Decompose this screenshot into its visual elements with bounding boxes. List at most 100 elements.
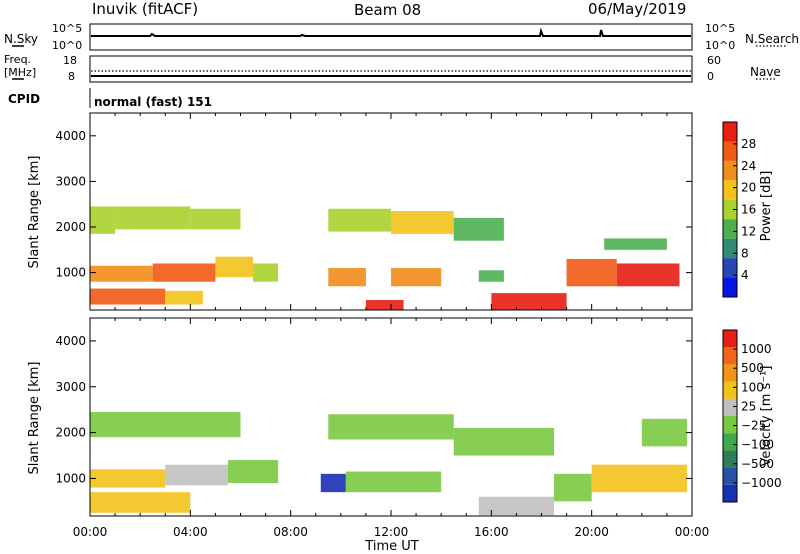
velocity-echo-region — [90, 411, 241, 438]
power-echo-region — [391, 268, 442, 287]
x-tick-label: 00:00 — [675, 525, 710, 539]
velocity-colorbar-segment — [723, 330, 737, 348]
power-ytick-label: 2000 — [55, 220, 86, 234]
x-axis-label: Time UT — [364, 539, 418, 554]
velocity-echo-region — [90, 469, 166, 488]
x-tick-label: 16:00 — [474, 525, 509, 539]
velocity-ytick-label: 2000 — [55, 426, 86, 440]
power-echo-region — [328, 268, 366, 287]
power-echo-region — [115, 206, 191, 230]
nsearch-tick-bottom: 10^0 — [705, 39, 736, 52]
velocity-ytick-label: 4000 — [55, 334, 86, 348]
nave-tick-top: 60 — [707, 54, 721, 67]
velocity-ytick-label: 1000 — [55, 471, 86, 485]
nsky-tick-top: 10^5 — [52, 22, 83, 35]
velocity-colorbar-segment — [723, 416, 737, 434]
date-title: 06/May/2019 — [588, 0, 687, 18]
cpid-label: CPID — [8, 92, 41, 106]
velocity-echo-region — [641, 418, 687, 447]
nsky-trace — [91, 27, 691, 37]
x-tick-label: 00:00 — [73, 525, 108, 539]
nsearch-tick-top: 10^5 — [705, 22, 736, 35]
velocity-echo-region — [165, 464, 228, 486]
x-tick-label: 20:00 — [574, 525, 609, 539]
power-echo-region — [616, 263, 680, 287]
power-colorbar-segment — [723, 122, 737, 142]
nave-label: Nave — [750, 65, 781, 79]
power-colorbar-segment — [723, 219, 737, 239]
velocity-ytick-label: 3000 — [55, 380, 86, 394]
velocity-echo-region — [227, 460, 279, 483]
velocity-colorbar-segment — [723, 364, 737, 382]
power-echo-region — [90, 288, 166, 305]
velocity-colorbar-label: Velocity [m s⁻¹] — [759, 366, 774, 467]
power-ytick-label: 1000 — [55, 266, 86, 280]
velocity-ylabel: Slant Range [km] — [27, 362, 42, 475]
velocity-colorbar-tick-label: −1000 — [741, 476, 782, 490]
power-colorbar-tick-label: 16 — [741, 203, 756, 217]
velocity-colorbar-segment — [723, 433, 737, 451]
freq-unit: [MHz] — [4, 66, 37, 79]
power-echo-region — [253, 263, 279, 282]
power-colorbar-tick-label: 28 — [741, 137, 756, 151]
velocity-panel: 4000 3000 2000 1000 00:00 04:00 08:00 12:00 16:0… — [55, 317, 710, 539]
power-ytick-label: 4000 — [55, 129, 86, 143]
power-colorbar-tick-label: 12 — [741, 224, 756, 238]
power-echo-region — [152, 263, 216, 282]
velocity-echo-region — [478, 496, 555, 516]
power-echo-region — [215, 256, 254, 278]
power-colorbar-label: Power [dB] — [759, 171, 774, 242]
power-colorbar-segment — [723, 238, 737, 259]
power-colorbar-segment — [723, 277, 737, 297]
velocity-colorbar-tick-label: 25 — [741, 399, 756, 413]
x-tick-label: 04:00 — [173, 525, 208, 539]
power-colorbar-segment — [723, 199, 737, 220]
power-echo-region — [90, 265, 153, 282]
velocity-colorbar-segment — [723, 381, 737, 399]
velocity-colorbar-tick-label: 1000 — [741, 342, 772, 356]
power-echo-region — [90, 206, 116, 234]
velocity-colorbar-tick-label: 100 — [741, 380, 764, 394]
freq-label: Freq. — [4, 53, 32, 66]
nave-tick-bottom: 0 — [707, 70, 714, 83]
velocity-echo-region — [591, 464, 687, 493]
velocity-echo-region — [554, 473, 592, 502]
nsky-strip-frame — [89, 23, 693, 51]
power-echo-region — [190, 208, 241, 230]
power-colorbar-segment — [723, 180, 737, 200]
x-tick-label: 12:00 — [374, 525, 409, 539]
velocity-colorbar-segment — [723, 450, 737, 468]
velocity-echo-region — [328, 414, 454, 440]
power-echo-region — [365, 299, 404, 310]
velocity-colorbar-segment — [723, 347, 737, 365]
nsky-label: N.Sky — [4, 32, 39, 46]
velocity-colorbar-tick-label: −25 — [741, 419, 766, 433]
power-colorbar-tick-label: 4 — [741, 268, 749, 282]
velocity-colorbar-tick-label: 500 — [741, 361, 764, 375]
cpid-value: normal (fast) 151 — [94, 95, 212, 109]
velocity-colorbar-segment — [723, 484, 737, 502]
power-echo-region — [491, 293, 567, 310]
velocity-echo-region — [320, 473, 346, 493]
velocity-colorbar: 1000 500 100 25 −25 −100 −500 −1000 — [722, 329, 782, 503]
velocity-colorbar-segment — [723, 398, 737, 416]
velocity-echo-region — [453, 428, 555, 456]
power-echo-region — [453, 217, 504, 241]
power-colorbar: 28 24 20 16 12 8 4 — [722, 121, 756, 298]
velocity-colorbar-tick-label: −500 — [741, 457, 774, 471]
freq-strip-frame — [89, 55, 693, 83]
beam-title: Beam 08 — [354, 1, 422, 19]
power-colorbar-tick-label: 20 — [741, 181, 756, 195]
freq-tick-bottom: 8 — [68, 70, 75, 83]
power-panel: 4000 3000 2000 1000 — [55, 112, 693, 311]
power-ylabel: Slant Range [km] — [27, 156, 42, 269]
power-ytick-label: 3000 — [55, 174, 86, 188]
power-echo-region — [391, 211, 454, 234]
station-title: Inuvik (fitACF) — [92, 0, 199, 18]
velocity-colorbar-frame — [722, 329, 738, 503]
velocity-echo-region — [345, 471, 442, 493]
velocity-echo-region — [90, 492, 191, 513]
velocity-colorbar-tick-label: −100 — [741, 438, 774, 452]
power-colorbar-segment — [723, 258, 737, 278]
